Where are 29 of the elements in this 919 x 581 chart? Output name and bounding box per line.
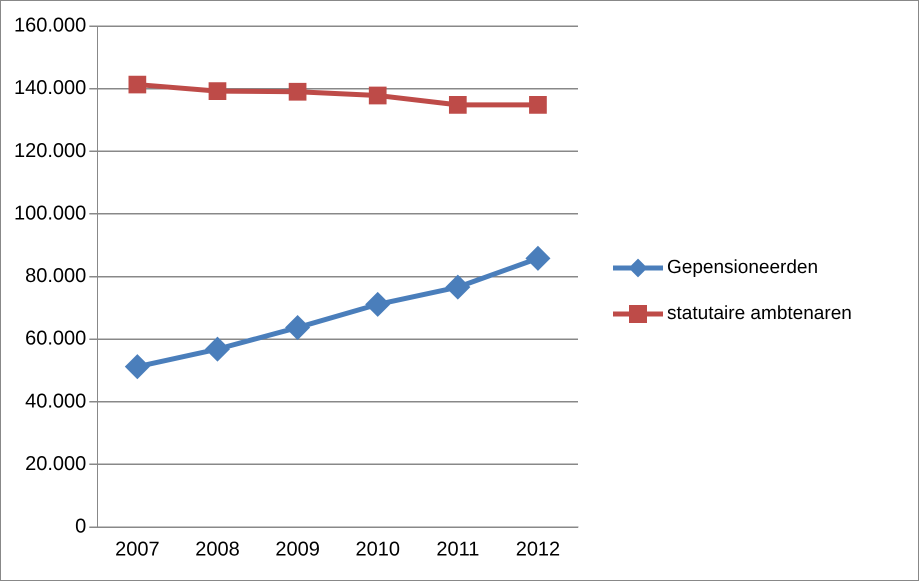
x-tick-label: 2011: [436, 538, 480, 561]
x-tick-label: 2012: [516, 538, 560, 561]
y-tick-label: 80.000: [25, 265, 86, 288]
point: [126, 355, 149, 378]
y-tick-label: 20.000: [25, 452, 86, 475]
x-tick-label: 2009: [275, 538, 320, 561]
y-tick-label: 140.000: [14, 77, 86, 100]
point: [128, 76, 146, 94]
point: [368, 86, 387, 104]
y-tick-label: 160.000: [14, 14, 86, 37]
point: [526, 246, 550, 270]
y-tick-label: 60.000: [25, 328, 86, 350]
y-tick-label: 100.000: [14, 202, 86, 224]
legend-label: statutaire ambtenaren: [667, 302, 852, 324]
point: [366, 292, 390, 316]
point: [286, 316, 310, 340]
x-tick-label: 2008: [195, 538, 240, 561]
point: [208, 82, 226, 100]
point: [446, 276, 470, 299]
point: [448, 96, 467, 114]
x-tick-label: 2007: [115, 538, 160, 561]
legend-label: Gepensioneerden: [667, 256, 818, 278]
point: [206, 338, 229, 361]
y-tick-label: 40.000: [25, 390, 86, 412]
y-tick-label: 120.000: [14, 140, 86, 162]
point: [288, 82, 306, 101]
point: [529, 96, 547, 114]
x-tick-label: 2010: [355, 538, 400, 561]
y-tick-label: 0: [75, 516, 86, 538]
